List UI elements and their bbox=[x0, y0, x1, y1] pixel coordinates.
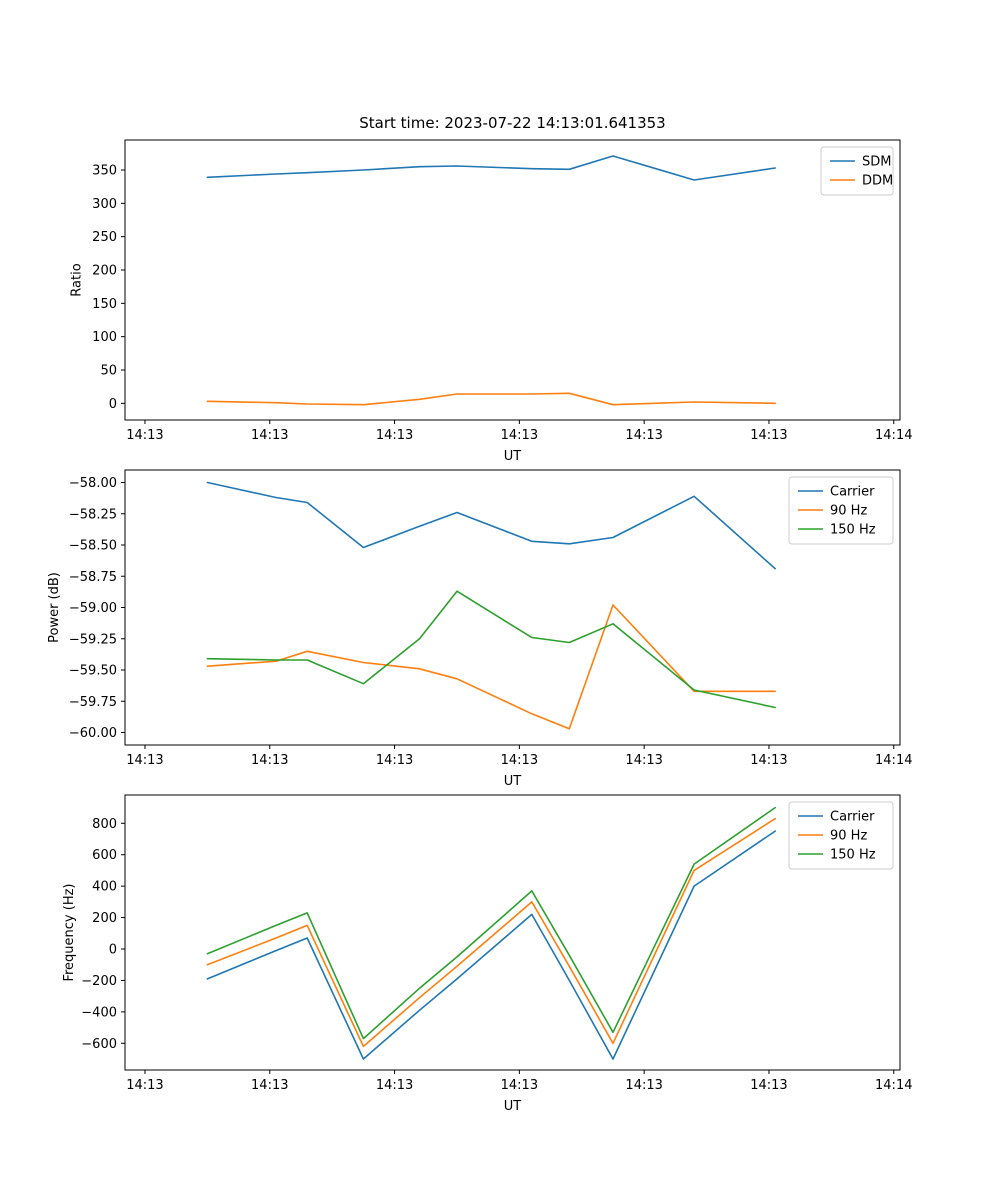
y-tick-label: −58.00 bbox=[69, 476, 117, 491]
axes-frame bbox=[124, 469, 901, 746]
legend-label: DDM bbox=[862, 174, 893, 189]
legend-label: 90 Hz bbox=[830, 829, 867, 844]
series-line-sdm bbox=[206, 155, 777, 181]
x-tick-label: 14:13 bbox=[251, 428, 288, 443]
legend-box bbox=[788, 476, 894, 545]
x-tick-label: 14:13 bbox=[625, 428, 662, 443]
y-tick-label: −600 bbox=[81, 1037, 117, 1052]
y-tick-label: 250 bbox=[92, 230, 117, 245]
subplot-frequency: 14:13 14:13 14:13 14:13 14:13 14:13 14:14 −600 −… bbox=[62, 794, 912, 1114]
legend-box bbox=[788, 801, 894, 870]
series-line-ddm bbox=[206, 392, 777, 406]
x-tick-label: 14:13 bbox=[251, 753, 288, 768]
series-line-150-hz bbox=[206, 806, 777, 1040]
y-tick-label: 50 bbox=[100, 364, 117, 379]
x-tick-label: 14:14 bbox=[875, 428, 912, 443]
y-tick-label: −58.25 bbox=[69, 507, 117, 522]
y-tick-label: 100 bbox=[92, 330, 117, 345]
x-tick-label: 14:13 bbox=[126, 428, 163, 443]
legend-label: SDM bbox=[862, 155, 891, 170]
y-tick-label: 300 bbox=[92, 197, 117, 212]
y-tick-label: 200 bbox=[92, 264, 117, 279]
y-tick-label: −58.75 bbox=[69, 570, 117, 585]
axes-frame bbox=[124, 139, 901, 421]
series-line-carrier bbox=[206, 830, 777, 1060]
y-tick-label: 0 bbox=[109, 943, 117, 958]
x-tick-label: 14:13 bbox=[501, 1078, 538, 1093]
legend: Carrier 90 Hz 150 Hz bbox=[788, 476, 894, 545]
x-axis-label: UT bbox=[504, 1099, 522, 1114]
x-tick-label: 14:13 bbox=[376, 753, 413, 768]
x-tick-label: 14:13 bbox=[750, 428, 787, 443]
y-axis-label: Ratio bbox=[70, 263, 85, 296]
x-axis-label: UT bbox=[504, 449, 522, 464]
y-tick-label: −60.00 bbox=[69, 726, 117, 741]
series-line-90-hz bbox=[206, 817, 777, 1048]
legend-box bbox=[820, 146, 894, 196]
legend-label: 150 Hz bbox=[830, 848, 876, 863]
y-tick-label: 800 bbox=[92, 817, 117, 832]
subplot-power: 14:13 14:13 14:13 14:13 14:13 14:13 14:14 −58.0… bbox=[47, 469, 912, 789]
y-tick-label: −59.50 bbox=[69, 664, 117, 679]
legend: Carrier 90 Hz 150 Hz bbox=[788, 801, 894, 870]
x-tick-label: 14:13 bbox=[501, 428, 538, 443]
y-axis-label: Power (dB) bbox=[47, 572, 62, 643]
x-tick-label: 14:13 bbox=[376, 1078, 413, 1093]
legend-label: 150 Hz bbox=[830, 523, 876, 538]
x-tick-label: 14:13 bbox=[625, 1078, 662, 1093]
x-tick-label: 14:13 bbox=[126, 753, 163, 768]
subplot-ratio: 14:13 14:13 14:13 14:13 14:13 14:13 14:14 0 50 10… bbox=[70, 114, 913, 464]
legend-label: Carrier bbox=[830, 810, 875, 825]
y-tick-label: −200 bbox=[81, 974, 117, 989]
series-line-carrier bbox=[206, 481, 777, 570]
x-tick-label: 14:13 bbox=[750, 1078, 787, 1093]
legend-label: Carrier bbox=[830, 485, 875, 500]
x-tick-label: 14:14 bbox=[875, 1078, 912, 1093]
y-tick-label: 0 bbox=[109, 397, 117, 412]
x-tick-label: 14:13 bbox=[126, 1078, 163, 1093]
plot-title: Start time: 2023-07-22 14:13:01.641353 bbox=[359, 114, 665, 132]
legend: SDM DDM bbox=[820, 146, 894, 196]
axes-frame bbox=[124, 794, 901, 1071]
y-tick-label: −400 bbox=[81, 1005, 117, 1020]
y-tick-label: −59.75 bbox=[69, 695, 117, 710]
series-line-150-hz bbox=[206, 590, 777, 709]
y-tick-label: 600 bbox=[92, 848, 117, 863]
y-tick-label: 150 bbox=[92, 297, 117, 312]
y-tick-label: −58.50 bbox=[69, 539, 117, 554]
x-tick-label: 14:13 bbox=[750, 753, 787, 768]
legend-label: 90 Hz bbox=[830, 504, 867, 519]
x-tick-label: 14:13 bbox=[251, 1078, 288, 1093]
x-tick-label: 14:14 bbox=[875, 753, 912, 768]
y-tick-label: 350 bbox=[92, 164, 117, 179]
y-axis-label: Frequency (Hz) bbox=[62, 883, 77, 981]
x-axis-label: UT bbox=[504, 774, 522, 789]
x-tick-label: 14:13 bbox=[501, 753, 538, 768]
series-line-90-hz bbox=[206, 604, 777, 730]
y-tick-label: 400 bbox=[92, 880, 117, 895]
y-tick-label: −59.00 bbox=[69, 601, 117, 616]
x-tick-label: 14:13 bbox=[376, 428, 413, 443]
y-tick-label: 200 bbox=[92, 911, 117, 926]
y-tick-label: −59.25 bbox=[69, 632, 117, 647]
x-tick-label: 14:13 bbox=[625, 753, 662, 768]
